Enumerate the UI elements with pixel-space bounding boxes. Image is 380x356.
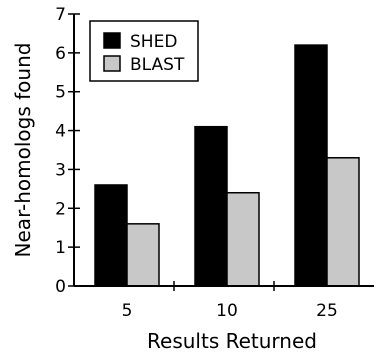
- legend-label-shed: SHED: [130, 32, 177, 52]
- y-tick-label: 2: [55, 199, 66, 219]
- y-tick-label: 4: [55, 122, 66, 142]
- y-tick-label: 3: [55, 160, 66, 180]
- y-axis: 0 1 2 3 4 5 6 7: [55, 5, 80, 297]
- y-tick-label: 5: [55, 83, 66, 103]
- legend-swatch-shed: [103, 32, 121, 49]
- bar-blast-10: [226, 191, 260, 287]
- x-tick-label: 5: [122, 301, 133, 321]
- x-tick-label: 10: [216, 301, 238, 321]
- bar-blast-25: [326, 157, 360, 287]
- bar-shed-5: [94, 184, 128, 287]
- y-tick-label: 7: [55, 5, 66, 25]
- x-axis: 5 10 25: [74, 281, 374, 321]
- legend: SHED BLAST: [89, 20, 199, 82]
- bar-blast-5: [126, 223, 160, 287]
- y-tick-label: 0: [55, 277, 66, 297]
- legend-label-blast: BLAST: [130, 55, 185, 75]
- bars-layer: [94, 44, 360, 287]
- y-tick-label: 1: [55, 238, 66, 258]
- bar-shed-25: [294, 44, 328, 287]
- y-tick-label: 6: [55, 44, 66, 64]
- x-axis-label: Results Returned: [147, 329, 317, 353]
- legend-swatch-blast: [103, 55, 121, 72]
- x-tick-label: 25: [316, 301, 338, 321]
- bar-shed-10: [194, 125, 228, 287]
- y-axis-label: Near-homologs found: [11, 43, 35, 258]
